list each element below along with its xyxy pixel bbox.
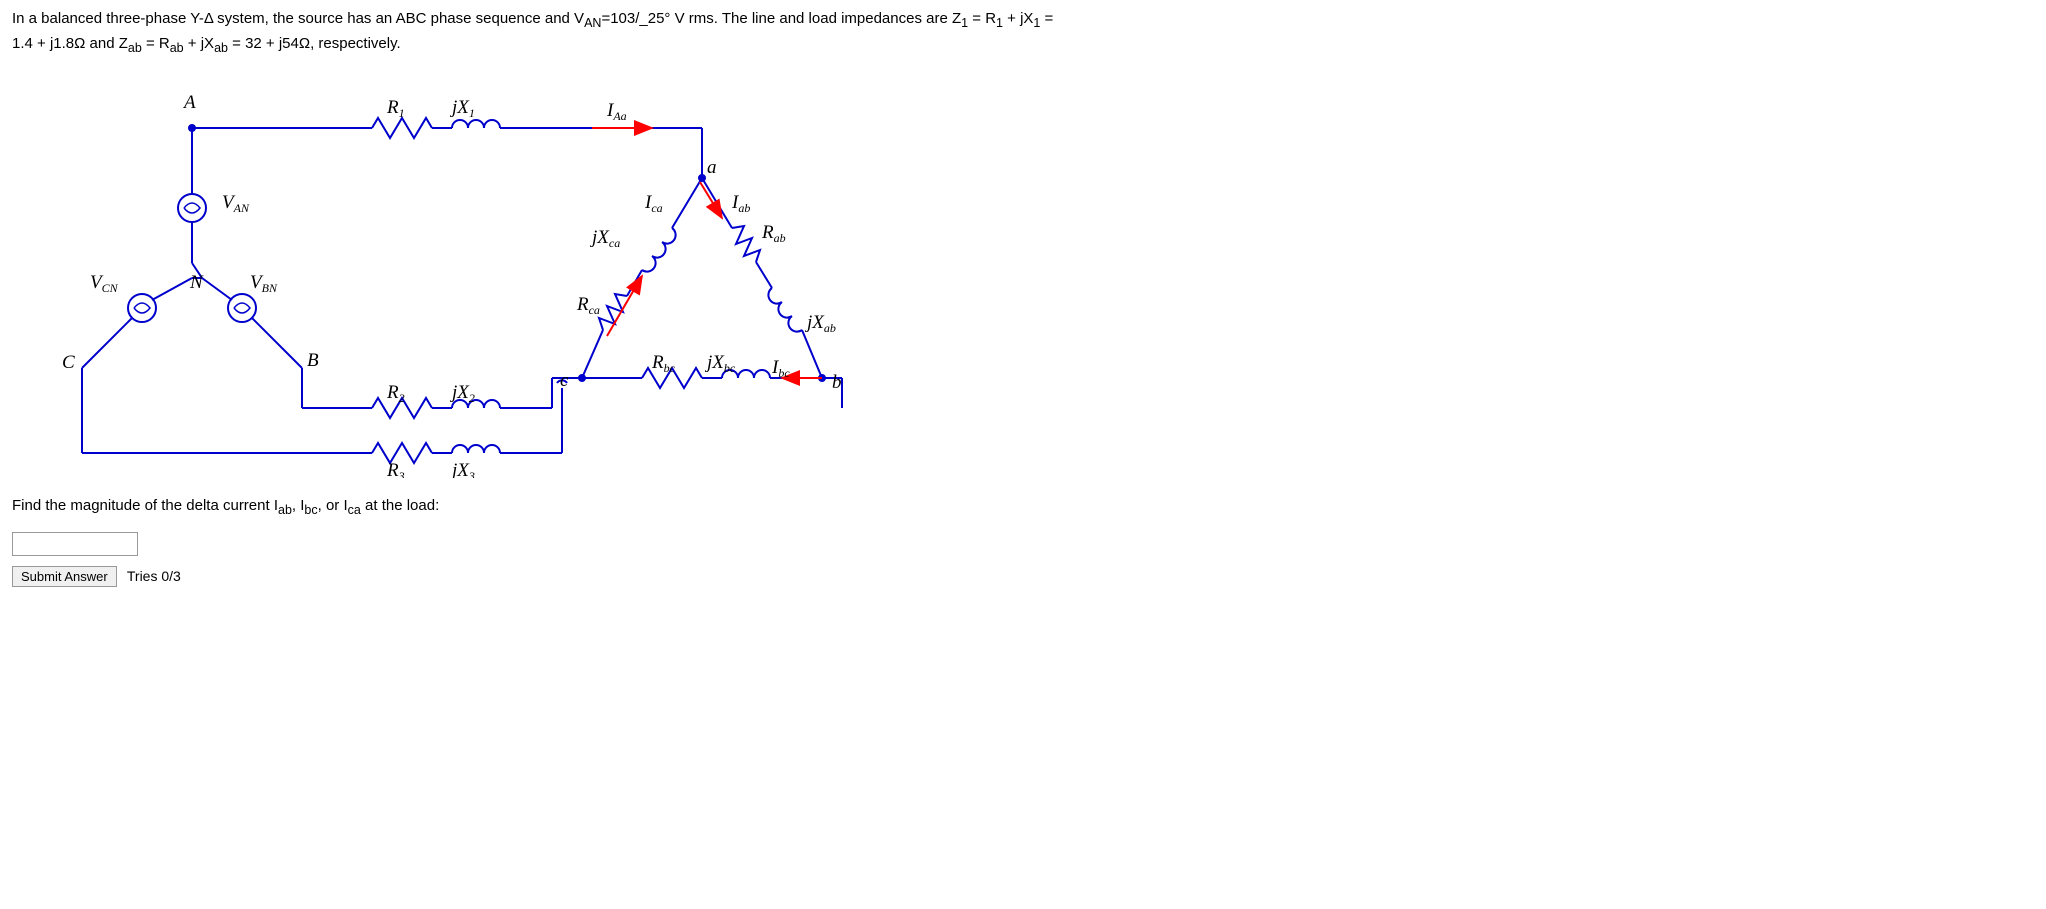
label-jXca: jXca bbox=[589, 227, 620, 250]
label-VAN: VAN bbox=[222, 192, 250, 215]
prob-sub-ab3: ab bbox=[214, 41, 228, 55]
prob-line1-post: = R bbox=[968, 10, 996, 27]
label-Ica: Ica bbox=[644, 192, 663, 215]
circuit-svg: A B C N a b c VAN VBN VCN R1 jX1 R2 jX2 … bbox=[52, 78, 872, 478]
prob-line2-mid2: + jX bbox=[184, 35, 214, 52]
label-jXbc: jXbc bbox=[704, 352, 736, 375]
label-R2: R2 bbox=[386, 382, 405, 405]
label-VCN: VCN bbox=[90, 272, 119, 295]
label-a: a bbox=[707, 157, 717, 178]
q-mid2: , or I bbox=[318, 497, 348, 514]
label-Rbc: Rbc bbox=[651, 352, 676, 375]
q-sub3: ca bbox=[348, 503, 361, 517]
label-Iab: Iab bbox=[731, 192, 750, 215]
answer-row bbox=[12, 532, 2034, 556]
label-R1: R1 bbox=[386, 97, 405, 120]
label-Rca: Rca bbox=[576, 294, 600, 317]
prob-sub-AN: AN bbox=[584, 16, 601, 30]
tries-label: Tries 0/3 bbox=[127, 568, 181, 584]
q-pre: Find the magnitude of the delta current … bbox=[12, 497, 278, 514]
label-jX2: jX2 bbox=[449, 382, 475, 405]
label-IAa: IAa bbox=[606, 100, 627, 123]
problem-statement: In a balanced three-phase Y-Δ system, th… bbox=[12, 8, 2034, 58]
prob-line2-pre: 1.4 + j1.8Ω and Z bbox=[12, 35, 128, 52]
label-C: C bbox=[62, 352, 75, 373]
label-c: c bbox=[560, 370, 569, 391]
q-post: at the load: bbox=[361, 497, 439, 514]
label-jX3: jX3 bbox=[449, 460, 475, 478]
label-R3: R3 bbox=[386, 460, 405, 478]
label-b: b bbox=[832, 372, 842, 393]
label-jX1: jX1 bbox=[449, 97, 475, 120]
submit-row: Submit Answer Tries 0/3 bbox=[12, 566, 2034, 587]
prob-sub-ab2: ab bbox=[170, 41, 184, 55]
label-N: N bbox=[189, 272, 204, 293]
label-Ibc: Ibc bbox=[771, 357, 790, 380]
q-sub1: ab bbox=[278, 503, 292, 517]
prob-line2-mid: = R bbox=[142, 35, 170, 52]
label-A: A bbox=[182, 92, 196, 113]
prob-line1-mid: =103/_25° V rms. The line and load imped… bbox=[601, 10, 961, 27]
submit-button[interactable]: Submit Answer bbox=[12, 566, 117, 587]
answer-input[interactable] bbox=[12, 532, 138, 556]
prob-line1-pre: In a balanced three-phase Y-Δ system, th… bbox=[12, 10, 584, 27]
label-B: B bbox=[307, 350, 319, 371]
prob-sub-1b: 1 bbox=[996, 16, 1003, 30]
prob-line1-end: = bbox=[1040, 10, 1053, 27]
prob-line2-end: = 32 + j54Ω, respectively. bbox=[228, 35, 401, 52]
q-mid1: , I bbox=[292, 497, 305, 514]
circuit-diagram: A B C N a b c VAN VBN VCN R1 jX1 R2 jX2 … bbox=[52, 78, 2034, 482]
label-VBN: VBN bbox=[250, 272, 278, 295]
prob-line1-post2: + jX bbox=[1003, 10, 1033, 27]
question-text: Find the magnitude of the delta current … bbox=[12, 497, 2034, 517]
label-Rab: Rab bbox=[761, 222, 786, 245]
q-sub2: bc bbox=[304, 503, 317, 517]
prob-sub-ab1: ab bbox=[128, 41, 142, 55]
label-jXab: jXab bbox=[804, 312, 836, 335]
